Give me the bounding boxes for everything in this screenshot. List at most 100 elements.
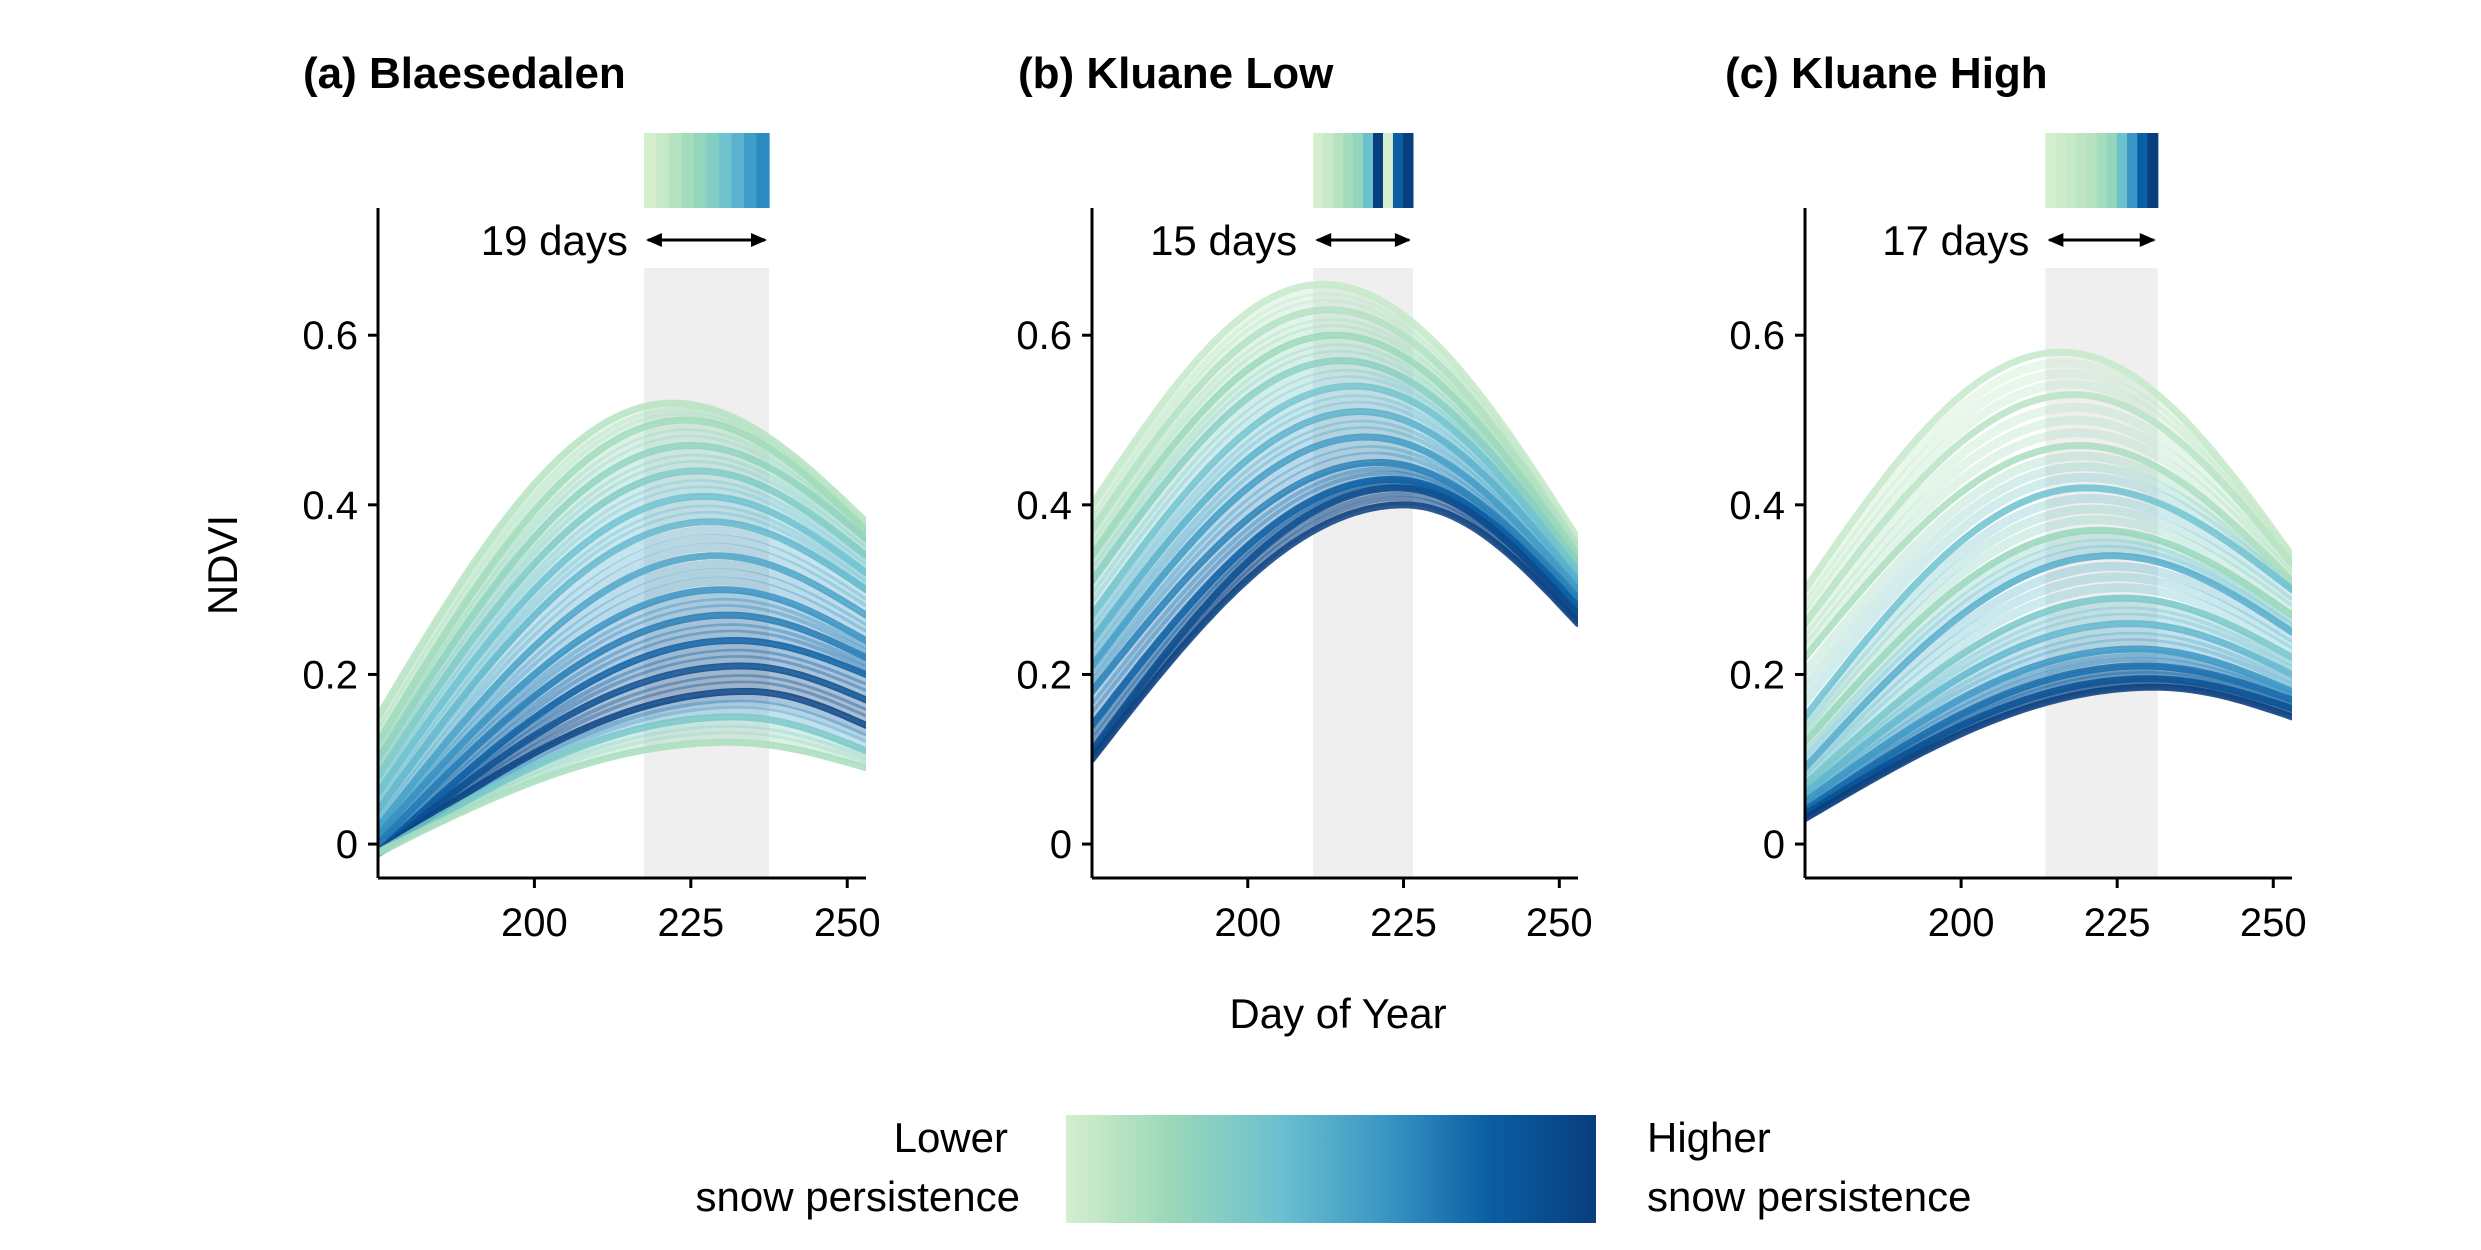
- y-tick-label: 0.4: [1016, 484, 1072, 528]
- series-line-10: [1805, 662, 2292, 814]
- y-tick-label: 0: [1763, 823, 1785, 867]
- series-line-5: [1805, 526, 2292, 746]
- strip-cell: [2137, 133, 2149, 208]
- series-line-8: [1805, 620, 2292, 797]
- y-tick-label: 0.4: [302, 484, 358, 528]
- x-tick-label: 225: [2084, 901, 2151, 945]
- legend-colorbar: [1066, 1115, 1596, 1223]
- snow-window-strip: [2045, 133, 2159, 208]
- series-line-haze: [1805, 544, 2292, 766]
- strip-cell: [1373, 133, 1384, 208]
- series-line-9: [1805, 645, 2292, 806]
- series-line-haze: [1805, 368, 2292, 612]
- y-tick-label: 0: [336, 823, 358, 867]
- strip-cell: [693, 133, 708, 208]
- strip-cell: [744, 133, 758, 208]
- strip-cell: [1343, 133, 1354, 208]
- strip-cell: [2045, 133, 2057, 208]
- x-axis-title: Day of Year: [1229, 990, 1446, 1037]
- series-line-haze: [378, 623, 866, 853]
- arrow-head-left: [2047, 233, 2064, 247]
- panel-title: (c) Kluane High: [1725, 49, 2048, 98]
- series-line-10: [1092, 484, 1578, 755]
- series-line-8: [1092, 458, 1578, 695]
- series-line-2: [1805, 391, 2292, 628]
- series-line-5: [378, 492, 866, 797]
- x-tick-label: 250: [814, 901, 881, 945]
- series-line-haze: [378, 648, 866, 858]
- strip-cell: [1323, 133, 1334, 208]
- panel-title: (a) Blaesedalen: [303, 49, 626, 98]
- strip-cell: [2147, 133, 2159, 208]
- window-band: [1313, 268, 1413, 878]
- series-line-haze: [1092, 394, 1578, 633]
- series-line-10: [378, 636, 866, 857]
- strip-cell: [1392, 133, 1404, 208]
- series-line-4: [378, 467, 866, 780]
- series-line-haze: [378, 725, 866, 858]
- series-line-1: [378, 399, 866, 721]
- panel-2: (b) Kluane Low 0 0.2 0.4 0.6 200 225 250 15 days: [1016, 49, 1592, 945]
- strip-cell: [656, 133, 670, 208]
- legend-high-label-line1: Higher: [1647, 1114, 1771, 1161]
- series-line-haze: [1805, 538, 2292, 760]
- series-line-2: [1092, 306, 1578, 551]
- y-tick-label: 0.6: [1016, 314, 1072, 358]
- y-tick-label: 0.2: [1729, 653, 1785, 697]
- x-tick-label: 250: [1526, 901, 1593, 945]
- legend-low-label-line1: Lower: [894, 1114, 1008, 1161]
- x-tick-label: 225: [1370, 901, 1437, 945]
- series-line-14: [378, 738, 866, 857]
- panel-1: (a) Blaesedalen 0 0.2 0.4 0.6 200 225 250 19 day…: [302, 49, 880, 945]
- strip-cell: [731, 133, 745, 208]
- series-line-4: [1805, 484, 2292, 721]
- series-line-haze: [1805, 572, 2292, 781]
- strip-cell: [1353, 133, 1364, 208]
- series-line-haze: [378, 597, 866, 845]
- strip-cell: [681, 133, 695, 208]
- strip-cell: [1313, 133, 1324, 208]
- series-line-haze: [1092, 368, 1578, 603]
- strip-cell: [643, 133, 658, 208]
- series-line-13: [378, 713, 866, 857]
- strip-cell: [718, 133, 733, 208]
- series-line-haze: [1805, 653, 2292, 811]
- strip-cell: [2116, 133, 2128, 208]
- series-line-12: [1805, 683, 2292, 823]
- strip-cell: [1363, 133, 1374, 208]
- series-line-11: [1805, 675, 2292, 818]
- arrow-head-left: [645, 233, 662, 247]
- series-line-haze: [1805, 462, 2292, 692]
- series-line-7: [1092, 433, 1578, 670]
- series-line-haze: [1805, 494, 2292, 728]
- series-line-haze: [1805, 631, 2292, 802]
- plot-area: [378, 268, 866, 878]
- series-line-haze: [378, 568, 866, 836]
- strip-cell: [2076, 133, 2087, 208]
- arrow-head-left: [1315, 233, 1332, 247]
- window-band: [643, 268, 770, 878]
- series-line-9: [378, 611, 866, 848]
- series-line-haze: [378, 479, 866, 790]
- panel-3: (c) Kluane High 0 0.2 0.4 0.6 200 225 250 17 day…: [1725, 49, 2307, 945]
- series-line-haze: [378, 534, 866, 824]
- series-line-haze: [378, 504, 866, 807]
- y-tick-label: 0.4: [1729, 484, 1785, 528]
- strip-cell: [1402, 133, 1414, 208]
- series-line-haze: [1805, 561, 2292, 777]
- strip-cell: [2055, 133, 2067, 208]
- strip-cell: [2086, 133, 2098, 208]
- series-line-haze: [1092, 292, 1578, 548]
- series-line-haze: [378, 542, 866, 828]
- series-line-7: [378, 552, 866, 831]
- legend-high-label-line2: snow persistence: [1647, 1173, 1972, 1220]
- series-line-1: [1805, 348, 2292, 594]
- y-tick-label: 0: [1050, 823, 1072, 867]
- series-line-8: [378, 586, 866, 840]
- y-tick-label: 0.6: [1729, 314, 1785, 358]
- legend: Lower snow persistence Higher snow persi…: [696, 1114, 1972, 1223]
- series-line-6: [1092, 407, 1578, 644]
- y-tick-label: 0.2: [1016, 653, 1072, 697]
- strip-cell: [756, 133, 770, 208]
